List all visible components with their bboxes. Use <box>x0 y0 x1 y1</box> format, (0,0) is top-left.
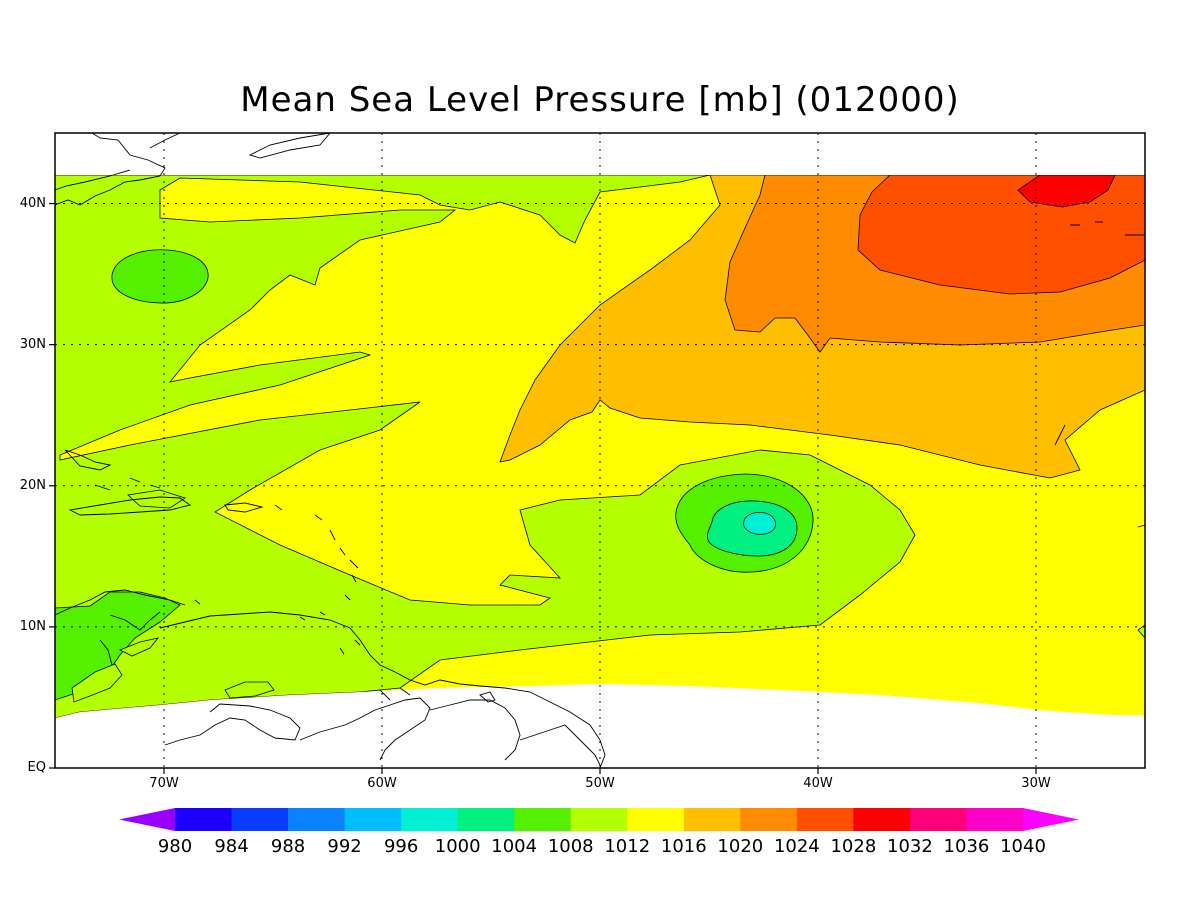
no-data-north <box>55 133 1145 175</box>
colorbar-box <box>683 808 741 831</box>
colorbar-label: 1020 <box>717 836 764 857</box>
colorbar-label: 1032 <box>887 836 933 857</box>
gridlines <box>55 133 1145 768</box>
band-1008-coastal <box>119 637 160 657</box>
colorbar-box <box>627 808 685 831</box>
lat-tick-label: 40N <box>19 195 46 211</box>
colorbar-box <box>175 808 233 831</box>
pressure-field <box>55 133 1145 768</box>
colorbar-box <box>853 808 911 831</box>
colorbar-label: 984 <box>214 836 249 857</box>
axis-ticks <box>49 202 1037 774</box>
colorbar-box <box>740 808 798 831</box>
colorbar-box <box>966 808 1024 831</box>
band-1008-inner-southwest <box>71 663 123 703</box>
colorbar-label: 1036 <box>943 836 990 857</box>
lon-tick-label: 70W <box>149 776 179 791</box>
lon-tick-label: 40W <box>803 776 833 791</box>
low-996-storm <box>743 512 776 535</box>
colorbar-label: 1024 <box>773 836 820 857</box>
colorbar-label: 1012 <box>604 836 651 857</box>
colorbar-box <box>288 808 346 831</box>
colorbar <box>119 808 1079 831</box>
colorbar-label: 992 <box>327 836 362 857</box>
lon-tick-label: 50W <box>585 776 615 791</box>
colorbar-box <box>514 808 572 831</box>
colorbar-label: 1000 <box>434 836 481 857</box>
band-1028 <box>1017 174 1116 208</box>
colorbar-box <box>231 808 289 831</box>
colorbar-label: 1016 <box>660 836 707 857</box>
lat-tick-label: 20N <box>19 477 46 493</box>
lat-tick-label: 30N <box>19 336 46 352</box>
colorbar-arrow-low <box>119 808 175 831</box>
colorbar-label: 1008 <box>547 836 594 857</box>
colorbar-label: 1040 <box>1000 836 1046 857</box>
lon-tick-label: 60W <box>367 776 397 791</box>
band-1008-west <box>55 174 916 719</box>
colorbar-box <box>796 808 854 831</box>
colorbar-label: 1028 <box>830 836 877 857</box>
colorbar-box <box>344 808 402 831</box>
colorbar-label: 996 <box>383 836 419 857</box>
colorbar-box <box>457 808 515 831</box>
coastlines <box>55 133 1145 768</box>
colorbar-box <box>570 808 628 831</box>
lat-tick-label: EQ <box>27 760 46 775</box>
lat-tick-label: 10N <box>19 618 46 634</box>
low-1004-north <box>111 249 209 304</box>
colorbar-label: 980 <box>157 836 193 857</box>
lon-tick-label: 30W <box>1021 776 1051 791</box>
colorbar-arrow-high <box>1023 808 1079 831</box>
colorbar-box <box>909 808 967 831</box>
colorbar-box <box>401 808 459 831</box>
band-1008-caribbean <box>127 489 186 509</box>
band-1008-east-edge <box>1137 624 1145 639</box>
colorbar-label: 1004 <box>491 836 538 857</box>
colorbar-label: 988 <box>270 836 306 857</box>
band-1008-guiana <box>224 681 275 699</box>
map-title: Mean Sea Level Pressure [mb] (012000) <box>240 80 960 120</box>
